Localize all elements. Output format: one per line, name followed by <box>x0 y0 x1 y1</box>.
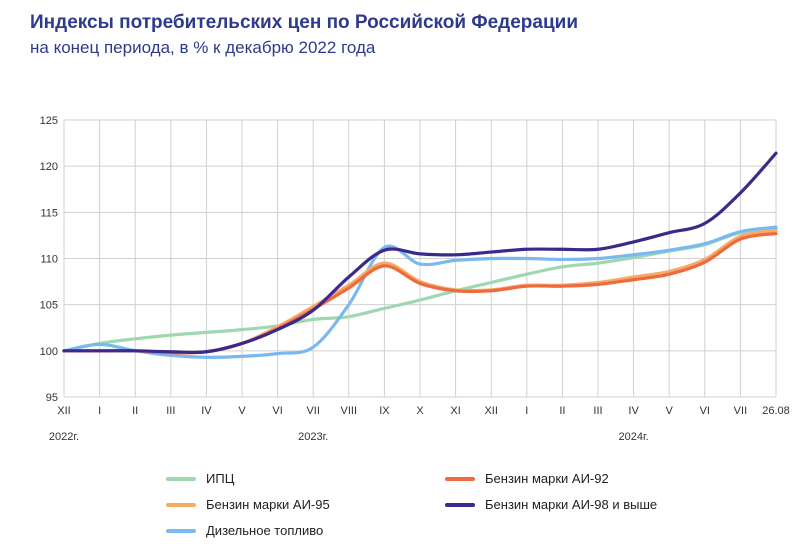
chart-subtitle: на конец периода, в % к декабрю 2022 год… <box>30 38 376 57</box>
x-tick-label: 26.08 <box>762 405 790 417</box>
series-line-3 <box>62 151 778 355</box>
year-label: 2023г. <box>298 431 328 443</box>
x-tick-label: XI <box>450 405 460 417</box>
x-tick-label: VII <box>306 405 319 417</box>
x-tick-label: VII <box>734 405 747 417</box>
x-tick-label: X <box>416 405 424 417</box>
x-tick-label: VIII <box>341 405 358 417</box>
x-tick-label: IV <box>201 405 212 417</box>
x-tick-label: XII <box>57 405 70 417</box>
y-tick-label: 115 <box>40 207 58 219</box>
x-tick-label: XII <box>484 405 497 417</box>
x-tick-label: VI <box>272 405 282 417</box>
x-tick-label: IX <box>379 405 390 417</box>
year-label: 2022г. <box>49 431 79 443</box>
x-tick-label: IV <box>628 405 639 417</box>
x-tick-label: VI <box>700 405 710 417</box>
x-tick-label: I <box>98 405 101 417</box>
chart-title: Индексы потребительских цен по Российско… <box>30 12 578 33</box>
x-tick-label: V <box>666 405 674 417</box>
y-tick-label: 110 <box>40 254 58 266</box>
y-tick-label: 105 <box>40 300 58 312</box>
x-tick-label: V <box>238 405 246 417</box>
x-tick-label: II <box>559 405 565 417</box>
y-tick-label: 95 <box>46 392 58 404</box>
y-tick-label: 125 <box>40 115 58 127</box>
y-tick-label: 100 <box>40 346 58 358</box>
year-label: 2024г. <box>618 431 648 443</box>
x-tick-label: III <box>166 405 175 417</box>
x-tick-label: III <box>593 405 602 417</box>
x-tick-label: II <box>132 405 138 417</box>
x-tick-label: I <box>525 405 528 417</box>
y-tick-label: 120 <box>40 161 58 173</box>
series-line-4 <box>62 225 778 359</box>
